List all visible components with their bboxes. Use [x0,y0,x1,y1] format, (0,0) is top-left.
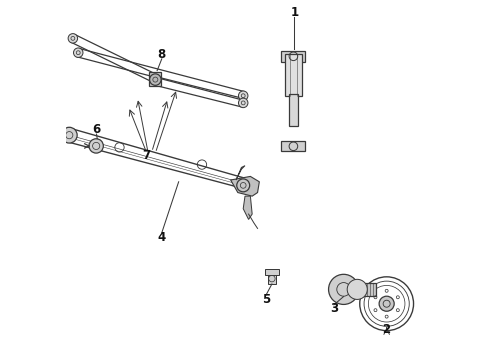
Circle shape [89,139,103,153]
Circle shape [239,91,248,100]
Circle shape [74,48,83,58]
Bar [289,94,298,126]
Text: 7: 7 [142,149,150,162]
Circle shape [347,279,368,300]
Circle shape [237,179,250,192]
Polygon shape [231,176,259,196]
Text: 4: 4 [158,231,166,244]
Bar [356,283,376,296]
Text: 2: 2 [383,323,391,336]
Bar [266,269,279,275]
Text: 6: 6 [93,123,100,136]
Text: 3: 3 [330,302,338,315]
Text: 5: 5 [262,293,270,306]
Circle shape [379,296,394,311]
Polygon shape [243,196,252,220]
Text: 8: 8 [158,48,166,61]
Circle shape [68,33,77,43]
Text: 1: 1 [291,6,298,19]
Circle shape [61,127,77,143]
Bar [281,51,305,62]
Bar [269,270,276,284]
Polygon shape [236,166,245,180]
Bar [281,141,305,151]
Circle shape [149,74,161,85]
Circle shape [239,98,248,108]
Bar [285,54,302,96]
Bar [148,72,161,86]
Circle shape [329,274,359,305]
